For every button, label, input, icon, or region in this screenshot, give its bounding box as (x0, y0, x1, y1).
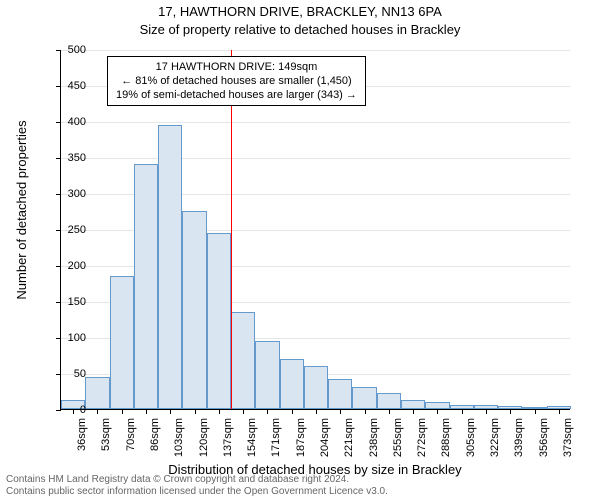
x-tick-mark (195, 409, 196, 414)
gridline (61, 158, 570, 159)
x-tick-mark (170, 409, 171, 414)
gridline (61, 50, 570, 51)
x-tick-label: 137sqm (223, 418, 234, 468)
histogram-bar (255, 341, 279, 409)
x-tick-mark (267, 409, 268, 414)
x-tick-label: 339sqm (514, 418, 525, 468)
histogram-bar (425, 402, 449, 409)
x-tick-label: 356sqm (539, 418, 550, 468)
x-tick-label: 103sqm (174, 418, 185, 468)
x-tick-mark (413, 409, 414, 414)
annotation-line-1: 17 HAWTHORN DRIVE: 149sqm (116, 60, 357, 74)
histogram-bar (328, 379, 352, 409)
x-tick-label: 288sqm (441, 418, 452, 468)
x-tick-label: 204sqm (320, 418, 331, 468)
histogram-bar (110, 276, 134, 409)
x-tick-label: 305sqm (466, 418, 477, 468)
y-tick-label: 400 (46, 117, 86, 128)
histogram-bar (207, 233, 231, 409)
x-tick-mark (146, 409, 147, 414)
x-tick-mark (389, 409, 390, 414)
x-tick-label: 187sqm (296, 418, 307, 468)
y-tick-label: 50 (46, 369, 86, 380)
annotation-line-3: 19% of semi-detached houses are larger (… (116, 88, 357, 102)
x-tick-label: 255sqm (393, 418, 404, 468)
x-tick-mark (122, 409, 123, 414)
x-tick-mark (559, 409, 560, 414)
x-tick-mark (535, 409, 536, 414)
annotation-line-2: ← 81% of detached houses are smaller (1,… (116, 74, 357, 88)
histogram-bar (85, 377, 109, 409)
histogram-bar (134, 164, 158, 409)
histogram-bar (280, 359, 304, 409)
x-tick-mark (462, 409, 463, 414)
chart-container: 17, HAWTHORN DRIVE, BRACKLEY, NN13 6PA S… (0, 0, 600, 500)
x-tick-mark (97, 409, 98, 414)
y-tick-label: 150 (46, 297, 86, 308)
x-tick-mark (316, 409, 317, 414)
chart-title: 17, HAWTHORN DRIVE, BRACKLEY, NN13 6PA (0, 4, 600, 19)
x-tick-label: 36sqm (77, 418, 88, 468)
x-tick-label: 322sqm (490, 418, 501, 468)
x-tick-mark (365, 409, 366, 414)
x-tick-label: 120sqm (199, 418, 210, 468)
y-tick-label: 450 (46, 81, 86, 92)
footer-line-1: Contains HM Land Registry data © Crown c… (6, 474, 388, 486)
y-tick-label: 300 (46, 189, 86, 200)
chart-subtitle: Size of property relative to detached ho… (0, 22, 600, 37)
histogram-bar (401, 400, 425, 409)
x-tick-mark (486, 409, 487, 414)
x-tick-label: 86sqm (150, 418, 161, 468)
histogram-bar (231, 312, 255, 409)
histogram-bar (158, 125, 182, 409)
x-tick-label: 171sqm (271, 418, 282, 468)
histogram-bar (352, 387, 376, 409)
annotation-box: 17 HAWTHORN DRIVE: 149sqm ← 81% of detac… (107, 56, 366, 106)
y-tick-label: 500 (46, 45, 86, 56)
x-tick-mark (510, 409, 511, 414)
footer-line-2: Contains public sector information licen… (6, 486, 388, 498)
y-tick-label: 250 (46, 225, 86, 236)
plot-area: 17 HAWTHORN DRIVE: 149sqm ← 81% of detac… (60, 50, 570, 410)
y-axis-label: Number of detached properties (14, 10, 34, 410)
histogram-bar (182, 211, 206, 409)
histogram-bar (304, 366, 328, 409)
y-tick-label: 100 (46, 333, 86, 344)
x-tick-mark (340, 409, 341, 414)
x-tick-label: 373sqm (563, 418, 574, 468)
x-tick-label: 272sqm (417, 418, 428, 468)
footer-credits: Contains HM Land Registry data © Crown c… (6, 474, 388, 498)
x-tick-label: 238sqm (369, 418, 380, 468)
x-tick-mark (292, 409, 293, 414)
x-tick-label: 70sqm (126, 418, 137, 468)
histogram-bar (377, 393, 401, 409)
x-tick-mark (243, 409, 244, 414)
y-tick-label: 350 (46, 153, 86, 164)
x-tick-label: 221sqm (344, 418, 355, 468)
y-tick-label: 200 (46, 261, 86, 272)
y-tick-label: 0 (46, 405, 86, 416)
x-tick-mark (219, 409, 220, 414)
gridline (61, 122, 570, 123)
x-tick-label: 154sqm (247, 418, 258, 468)
x-tick-mark (437, 409, 438, 414)
x-tick-label: 53sqm (101, 418, 112, 468)
